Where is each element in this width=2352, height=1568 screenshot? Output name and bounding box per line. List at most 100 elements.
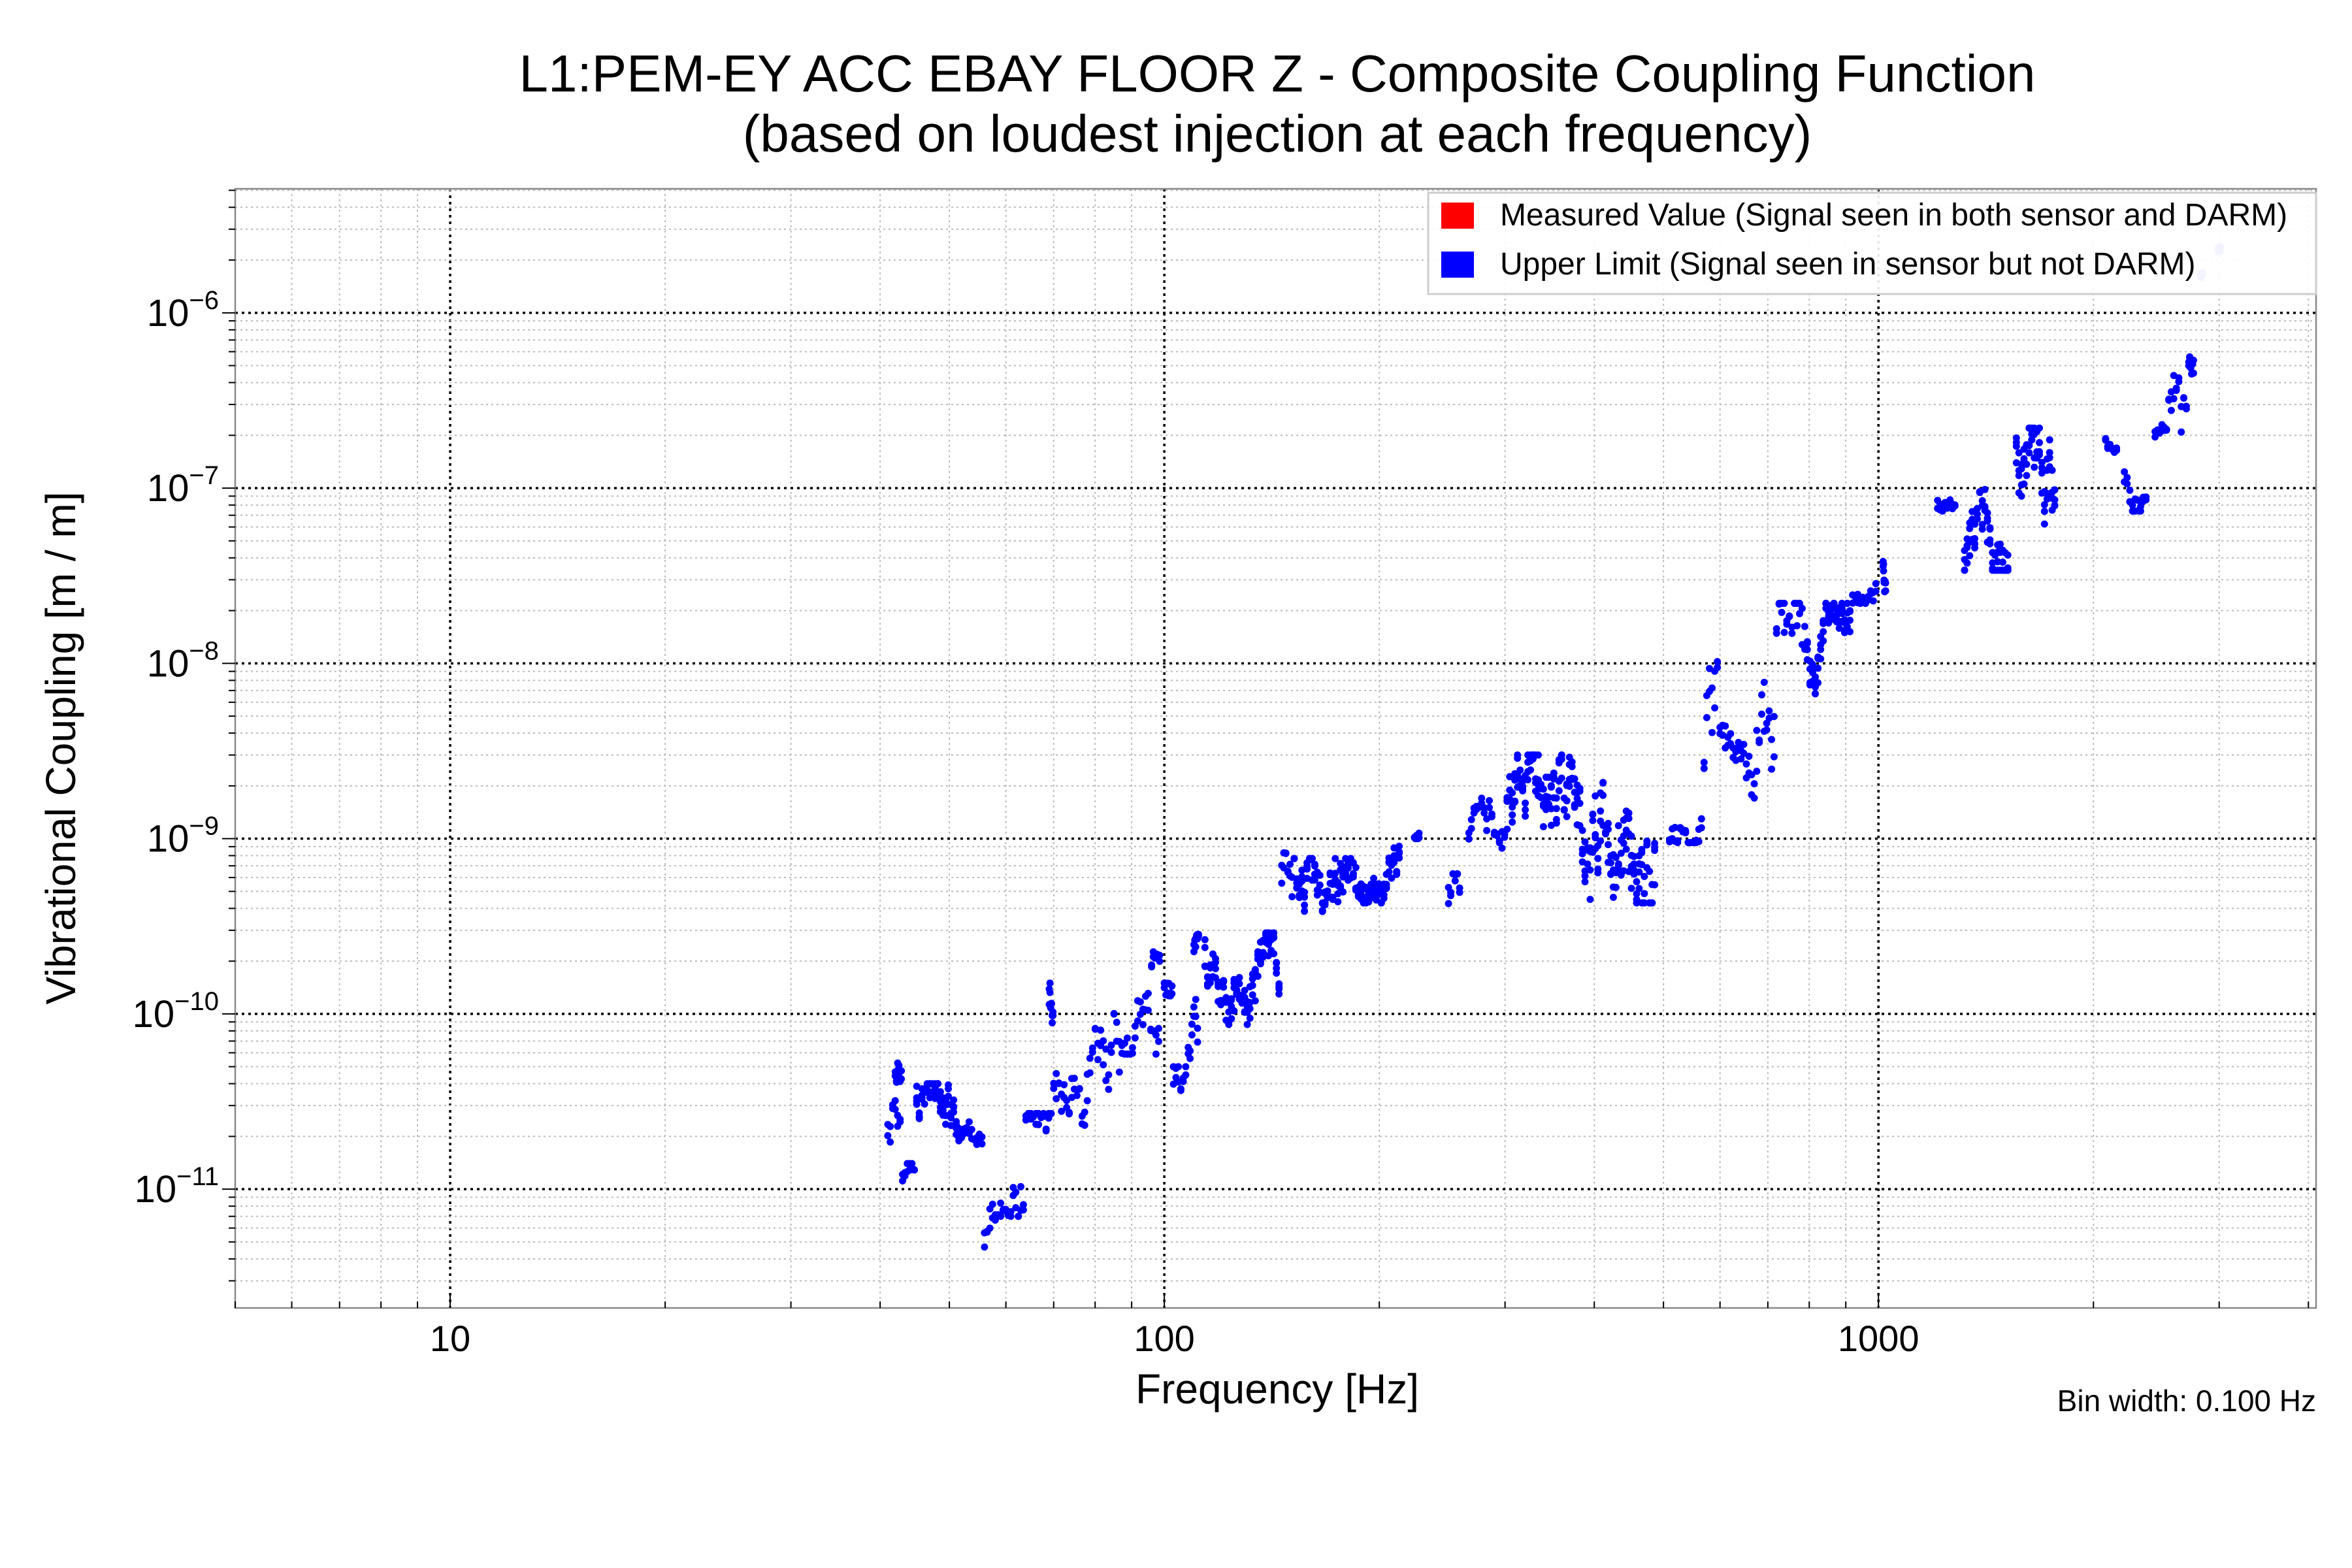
data-point: [1641, 899, 1648, 907]
data-point: [1872, 580, 1880, 587]
data-point: [2017, 492, 2025, 500]
data-point: [1547, 782, 1555, 790]
data-point: [1105, 1071, 1113, 1079]
data-point: [1519, 787, 1527, 794]
data-point: [1467, 825, 1475, 832]
data-point: [1251, 997, 1259, 1005]
data-point: [1235, 973, 1243, 981]
y-axis-label: Vibrational Coupling [m / m]: [37, 492, 84, 1005]
data-point: [1385, 868, 1393, 875]
data-point: [1243, 1021, 1251, 1028]
data-point: [1827, 605, 1835, 613]
data-point: [1220, 977, 1228, 985]
data-point: [1524, 776, 1532, 783]
data-point: [1589, 811, 1597, 819]
data-point: [2015, 449, 2023, 457]
data-point: [1552, 815, 1560, 823]
data-point: [1075, 1085, 1083, 1092]
data-point: [1086, 1069, 1094, 1077]
data-point: [1486, 797, 1493, 804]
data-point: [1396, 854, 1403, 862]
data-point: [953, 1118, 960, 1126]
data-point: [1803, 645, 1811, 653]
data-point: [1563, 813, 1571, 821]
data-point: [1301, 893, 1309, 901]
data-point: [1597, 807, 1605, 815]
data-point: [1097, 1026, 1105, 1034]
data-point: [1192, 943, 1200, 951]
data-point: [1627, 885, 1635, 892]
legend-swatch-upper-limit: [1441, 252, 1474, 278]
data-point: [1511, 798, 1519, 806]
data-point: [921, 1100, 928, 1108]
data-point: [1966, 552, 1974, 560]
data-point: [1641, 890, 1648, 898]
data-point: [978, 1133, 986, 1141]
data-point: [1592, 834, 1599, 841]
data-point: [1612, 883, 1620, 891]
data-point: [1682, 826, 1690, 834]
x-axis-label: Frequency [Hz]: [1135, 1365, 1419, 1413]
data-point: [1509, 811, 1516, 819]
data-point: [1192, 1013, 1200, 1021]
data-point: [1599, 791, 1607, 799]
data-point: [936, 1088, 944, 1096]
data-point: [1700, 764, 1708, 772]
data-point: [1576, 785, 1584, 792]
data-points: [884, 243, 2224, 1251]
data-point: [1750, 780, 1758, 788]
data-point: [1798, 604, 1806, 612]
data-point: [1050, 1079, 1058, 1087]
data-point: [915, 1109, 923, 1117]
data-point: [1607, 859, 1614, 867]
data-point: [1152, 1031, 1160, 1039]
data-point: [1047, 1110, 1055, 1118]
data-point: [1758, 691, 1765, 698]
data-point: [2129, 501, 2136, 509]
data-point: [1128, 1044, 1136, 1052]
x-tick-label: 10: [430, 1318, 470, 1359]
chart-title: L1:PEM-EY ACC EBAY FLOOR Z - Composite C…: [519, 44, 2036, 103]
data-point: [1249, 981, 1256, 989]
bin-width-note: Bin width: 0.100 Hz: [2057, 1384, 2316, 1418]
data-point: [1447, 892, 1454, 900]
data-point: [1599, 779, 1607, 787]
data-point: [1220, 983, 1228, 991]
data-point: [1966, 525, 1974, 532]
data-point: [1337, 860, 1345, 868]
data-point: [896, 1115, 904, 1123]
axis-ticks: 10 100 1000 10−6 10−7 10−8 10−9 10−10 10−11: [133, 189, 2310, 1359]
data-point: [1467, 816, 1475, 823]
y-tick-label: 10−10: [133, 987, 219, 1036]
data-point: [1102, 1077, 1110, 1085]
data-point: [1370, 874, 1378, 882]
data-point: [1488, 810, 1495, 818]
data-point: [981, 1243, 988, 1251]
data-point: [1750, 794, 1758, 802]
data-point: [915, 1115, 923, 1122]
data-point: [1978, 497, 1986, 504]
data-point: [1186, 1054, 1194, 1062]
data-point: [1123, 1034, 1131, 1042]
data-point: [1586, 896, 1594, 904]
data-point: [1638, 845, 1646, 853]
data-point: [1308, 855, 1316, 862]
data-point: [2175, 374, 2183, 382]
data-point: [2040, 520, 2048, 528]
data-point: [1986, 525, 1994, 533]
data-point: [2123, 480, 2131, 488]
data-point: [1620, 840, 1627, 847]
data-point: [1846, 628, 1854, 636]
data-point: [1522, 806, 1529, 813]
data-point: [1981, 485, 1989, 493]
data-point: [1963, 559, 1971, 567]
data-point: [1568, 762, 1576, 770]
data-point: [2004, 566, 2012, 574]
data-point: [1770, 713, 1778, 721]
data-point: [2020, 455, 2028, 463]
data-point: [1128, 1049, 1136, 1057]
data-point: [1808, 661, 1816, 668]
data-point: [1168, 982, 1176, 990]
data-point: [1768, 736, 1776, 743]
